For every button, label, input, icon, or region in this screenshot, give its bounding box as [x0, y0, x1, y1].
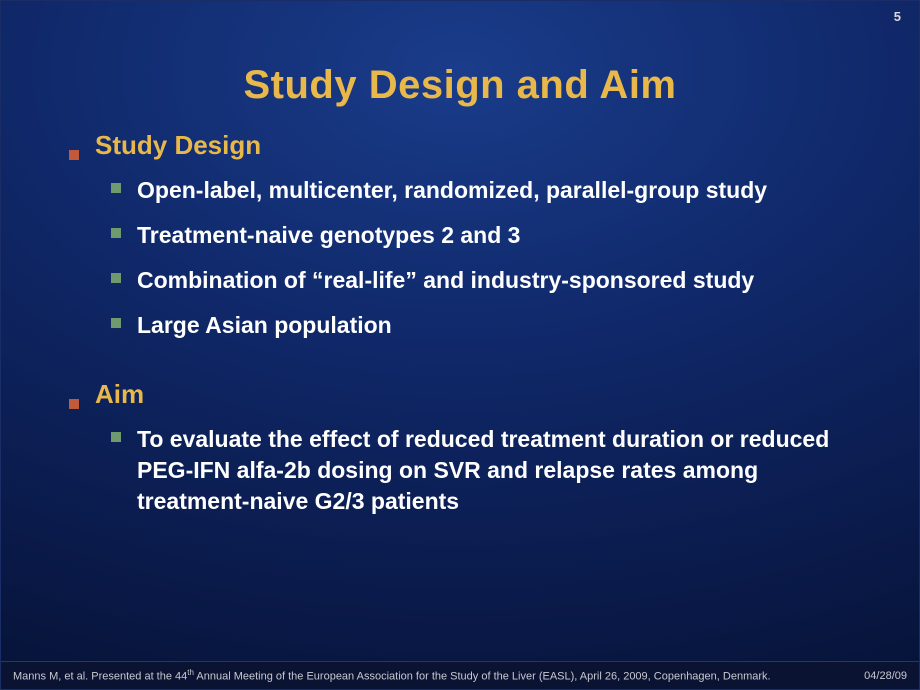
spacer	[49, 341, 871, 369]
bullet-text: To evaluate the effect of reduced treatm…	[137, 424, 871, 517]
section-heading-row: Aim	[49, 379, 871, 410]
bullet-item: Large Asian population	[49, 310, 871, 341]
section-heading: Aim	[95, 379, 144, 410]
slide-content: Study Design Open-label, multicenter, ra…	[1, 108, 919, 517]
page-number: 5	[894, 9, 901, 24]
section-heading-row: Study Design	[49, 130, 871, 161]
section-heading: Study Design	[95, 130, 261, 161]
square-bullet-icon	[69, 150, 79, 160]
bullet-item: Treatment-naive genotypes 2 and 3	[49, 220, 871, 251]
square-bullet-icon	[111, 228, 121, 238]
citation-sup: th	[187, 668, 194, 677]
slide-title: Study Design and Aim	[1, 1, 919, 108]
square-bullet-icon	[111, 183, 121, 193]
citation-pre: Manns M, et al. Presented at the 44	[13, 671, 187, 683]
square-bullet-icon	[69, 399, 79, 409]
footer-citation: Manns M, et al. Presented at the 44th An…	[13, 668, 771, 683]
bullet-item: Combination of “real-life” and industry-…	[49, 265, 871, 296]
square-bullet-icon	[111, 432, 121, 442]
footer-date: 04/28/09	[864, 670, 907, 682]
citation-post: Annual Meeting of the European Associati…	[194, 671, 771, 683]
bullet-item: To evaluate the effect of reduced treatm…	[49, 424, 871, 517]
slide: 5 Study Design and Aim Study Design Open…	[0, 0, 920, 690]
bullet-text: Combination of “real-life” and industry-…	[137, 265, 754, 296]
bullet-text: Treatment-naive genotypes 2 and 3	[137, 220, 520, 251]
footer: Manns M, et al. Presented at the 44th An…	[1, 661, 919, 689]
bullet-text: Large Asian population	[137, 310, 392, 341]
bullet-text: Open-label, multicenter, randomized, par…	[137, 175, 767, 206]
square-bullet-icon	[111, 318, 121, 328]
bullet-item: Open-label, multicenter, randomized, par…	[49, 175, 871, 206]
square-bullet-icon	[111, 273, 121, 283]
